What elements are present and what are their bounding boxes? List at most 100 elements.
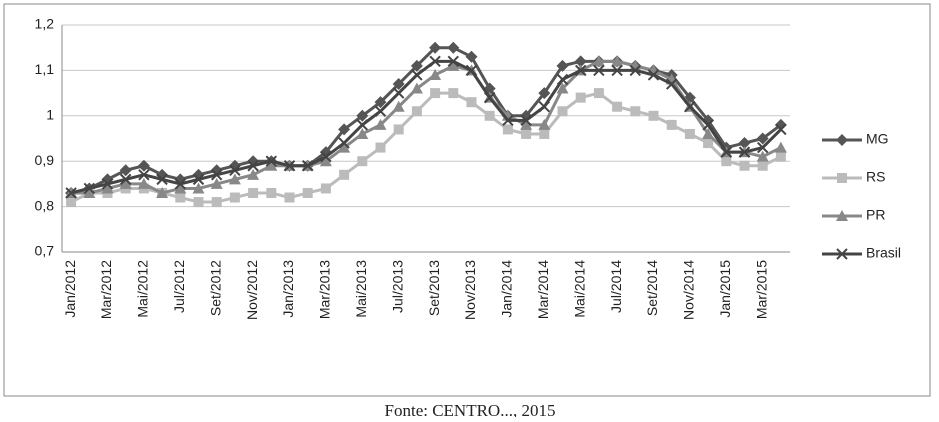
y-tick-label: 1,2 bbox=[35, 16, 55, 32]
point bbox=[447, 41, 460, 54]
point bbox=[175, 192, 186, 203]
point bbox=[465, 64, 478, 77]
point bbox=[356, 109, 369, 122]
point bbox=[265, 159, 278, 171]
x-tick-label: Set/2013 bbox=[426, 260, 442, 316]
chart-frame bbox=[3, 3, 931, 397]
point bbox=[374, 96, 387, 109]
point bbox=[556, 73, 569, 86]
point bbox=[410, 82, 423, 94]
x-tick-label: Mar/2015 bbox=[753, 260, 769, 319]
x-tick-label: Mai/2014 bbox=[571, 260, 587, 318]
point bbox=[684, 128, 695, 139]
series-line bbox=[70, 91, 782, 204]
point bbox=[174, 178, 187, 190]
point bbox=[738, 137, 751, 150]
point bbox=[339, 169, 350, 180]
x-tick-label: Mai/2012 bbox=[135, 260, 151, 318]
point bbox=[66, 197, 77, 208]
point bbox=[556, 59, 569, 72]
point bbox=[229, 164, 241, 176]
series-line bbox=[71, 59, 782, 195]
legend-marker bbox=[836, 134, 848, 146]
x-tick-label: Jan/2012 bbox=[62, 260, 78, 318]
point bbox=[283, 160, 296, 172]
point bbox=[229, 192, 240, 203]
legend-marker bbox=[836, 248, 848, 260]
point bbox=[738, 146, 751, 158]
point bbox=[556, 82, 569, 94]
point bbox=[101, 178, 114, 190]
point bbox=[502, 114, 514, 127]
point bbox=[774, 141, 787, 153]
y-tick-label: 1 bbox=[46, 107, 54, 123]
point bbox=[538, 101, 551, 113]
y-tick-label: 1,1 bbox=[35, 61, 55, 77]
point bbox=[320, 183, 331, 194]
point bbox=[119, 164, 132, 177]
point bbox=[702, 127, 715, 139]
point bbox=[247, 168, 260, 180]
point bbox=[119, 177, 132, 189]
point bbox=[775, 123, 787, 136]
legend-marker bbox=[836, 210, 848, 221]
point bbox=[593, 64, 605, 77]
point bbox=[739, 160, 750, 171]
x-tick-label: Mai/2013 bbox=[353, 260, 369, 318]
legend-label: MG bbox=[866, 131, 889, 147]
point bbox=[592, 55, 605, 67]
point bbox=[502, 124, 513, 135]
point bbox=[520, 118, 533, 130]
point bbox=[557, 106, 568, 117]
x-tick-label: Jan/2015 bbox=[717, 260, 733, 318]
legend-label: PR bbox=[866, 207, 885, 223]
point bbox=[520, 114, 532, 127]
point bbox=[593, 88, 604, 99]
point bbox=[702, 119, 714, 131]
point bbox=[319, 155, 332, 167]
point bbox=[447, 55, 460, 68]
point bbox=[338, 123, 351, 136]
point bbox=[393, 124, 404, 135]
point bbox=[430, 88, 441, 99]
point bbox=[611, 55, 624, 67]
point bbox=[320, 150, 332, 163]
point bbox=[775, 151, 786, 162]
x-tick-label: Set/2014 bbox=[644, 260, 660, 316]
point bbox=[374, 105, 387, 117]
point bbox=[338, 141, 351, 153]
point bbox=[629, 64, 642, 77]
point bbox=[83, 182, 96, 195]
point bbox=[174, 182, 187, 194]
y-tick-label: 0,9 bbox=[35, 152, 55, 168]
point bbox=[483, 91, 496, 104]
point bbox=[757, 160, 768, 171]
point bbox=[630, 106, 641, 117]
point bbox=[429, 68, 442, 80]
legend-marker bbox=[837, 173, 847, 183]
point bbox=[410, 59, 423, 72]
point bbox=[539, 128, 550, 139]
point bbox=[720, 146, 733, 158]
x-tick-label: Nov/2012 bbox=[244, 260, 260, 320]
point bbox=[192, 173, 205, 186]
point bbox=[756, 132, 769, 145]
point bbox=[265, 155, 278, 167]
point bbox=[392, 78, 405, 91]
point bbox=[647, 69, 660, 81]
x-tick-label: Jul/2013 bbox=[389, 260, 405, 313]
point bbox=[521, 128, 532, 139]
point bbox=[210, 177, 223, 189]
point bbox=[666, 119, 677, 130]
point bbox=[429, 55, 441, 68]
point bbox=[119, 173, 132, 186]
point bbox=[648, 110, 659, 121]
point bbox=[429, 41, 442, 54]
point bbox=[612, 101, 623, 112]
series-line bbox=[70, 46, 782, 195]
point bbox=[448, 88, 459, 99]
point bbox=[574, 55, 587, 68]
point bbox=[248, 187, 259, 198]
point bbox=[137, 159, 150, 172]
